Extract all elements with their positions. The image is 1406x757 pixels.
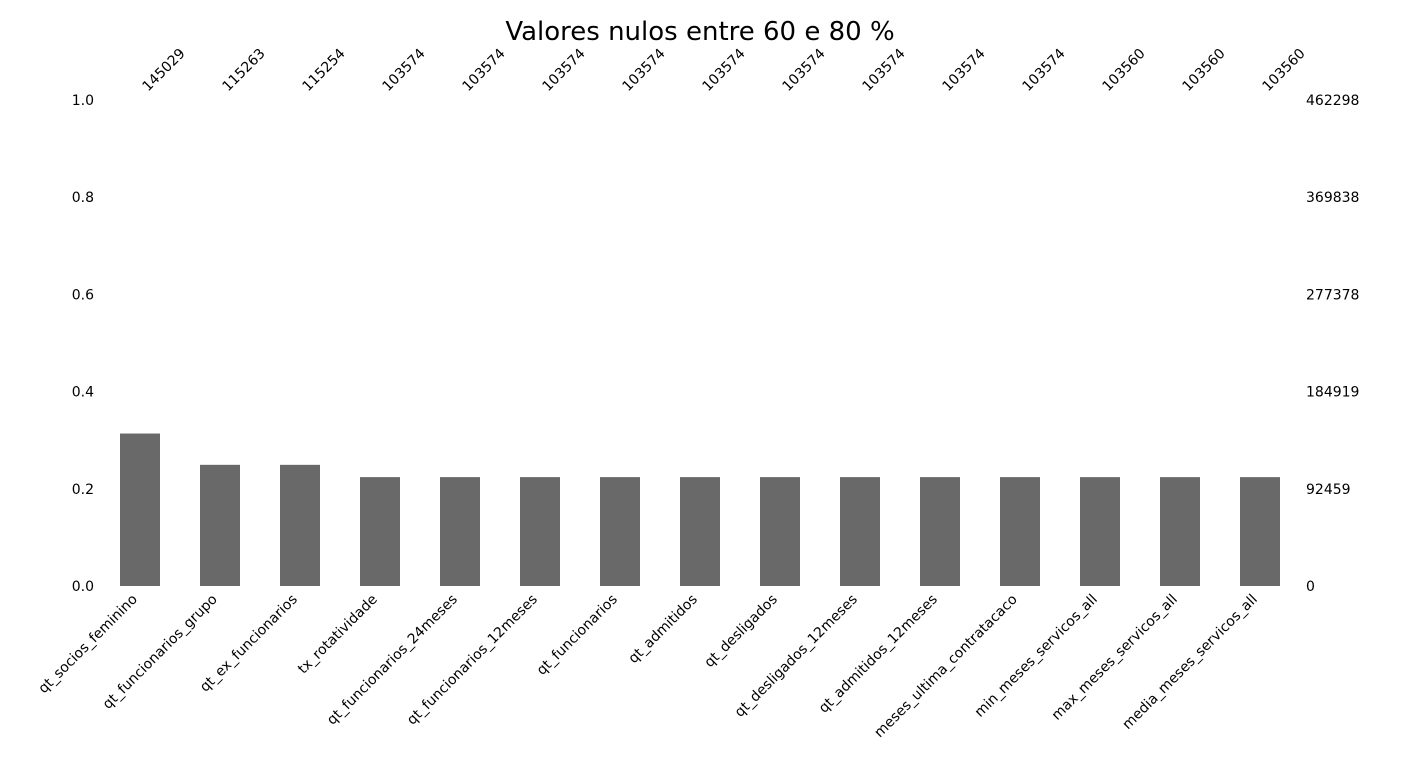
bar-count-label: 103574 — [940, 46, 989, 95]
bar-count-label: 145029 — [140, 46, 189, 95]
right-tick-label: 369838 — [1306, 190, 1359, 206]
right-tick-label: 277378 — [1306, 287, 1359, 303]
right-tick-label: 462298 — [1306, 93, 1359, 109]
left-tick-label: 0.4 — [72, 385, 94, 401]
bar-tx-rotatividade — [360, 477, 400, 586]
bar-count-label: 103574 — [1020, 46, 1069, 95]
bar-count-label: 103560 — [1100, 46, 1149, 95]
left-tick-label: 0.2 — [72, 482, 94, 498]
chart-title: Valores nulos entre 60 e 80 % — [505, 17, 894, 47]
left-tick-label: 0.6 — [72, 287, 94, 303]
bar-min-meses-servicos-all — [1080, 477, 1120, 586]
bars-layer — [120, 433, 1280, 586]
left-tick-label: 1.0 — [72, 93, 94, 109]
bar-media-meses-servicos-all — [1240, 477, 1280, 586]
bar-qt-ex-funcionarios — [280, 464, 320, 586]
bar-qt-admitidos — [680, 477, 720, 586]
category-label: qt_desligados — [702, 592, 781, 671]
bar-qt-funcionarios-grupo — [200, 464, 240, 586]
bar-count-label: 103574 — [380, 46, 429, 95]
category-label: qt_funcionarios — [534, 592, 621, 679]
count-labels: 145029 115263 115254 103574 103574 103574 1035… — [140, 46, 1309, 95]
right-axis: 0 92459 184919 277378 369838 462298 — [1306, 93, 1359, 595]
right-tick-label: 92459 — [1306, 482, 1351, 498]
bar-count-label: 103574 — [860, 46, 909, 95]
category-label: qt_funcionarios_24meses — [324, 592, 461, 729]
category-label: media_meses_servicos_all — [1120, 592, 1261, 733]
bar-qt-desligados — [760, 477, 800, 586]
bar-qt-funcionarios-12meses — [520, 477, 560, 586]
category-label: qt_admitidos — [626, 592, 701, 667]
bar-count-label: 103574 — [540, 46, 589, 95]
bar-qt-desligados-12meses — [840, 477, 880, 586]
bar-count-label: 103574 — [460, 46, 509, 95]
bar-qt-socios-feminino — [120, 433, 160, 586]
bar-count-label: 103574 — [780, 46, 829, 95]
category-label: qt_funcionarios_12meses — [404, 592, 541, 729]
bar-count-label: 103574 — [700, 46, 749, 95]
category-label: meses_ultima_contratacaco — [871, 592, 1020, 741]
left-tick-label: 0.8 — [72, 190, 94, 206]
bar-count-label: 103560 — [1260, 46, 1309, 95]
category-labels: qt_socios_femininoqt_funcionarios_grupoq… — [36, 592, 1261, 741]
left-tick-label: 0.0 — [72, 579, 94, 595]
bar-max-meses-servicos-all — [1160, 477, 1200, 586]
bar-count-label: 103574 — [620, 46, 669, 95]
left-axis: 0.0 0.2 0.4 0.6 0.8 1.0 — [72, 93, 94, 595]
bar-qt-admitidos-12meses — [920, 477, 960, 586]
right-tick-label: 0 — [1306, 579, 1315, 595]
bar-count-label: 103560 — [1180, 46, 1229, 95]
bar-count-label: 115263 — [220, 46, 269, 95]
bar-count-label: 115254 — [300, 46, 349, 95]
category-label: tx_rotatividade — [295, 592, 381, 678]
bar-qt-funcionarios-24meses — [440, 477, 480, 586]
right-tick-label: 184919 — [1306, 385, 1359, 401]
bar-meses-ultima-contratacaco — [1000, 477, 1040, 586]
bar-qt-funcionarios — [600, 477, 640, 586]
